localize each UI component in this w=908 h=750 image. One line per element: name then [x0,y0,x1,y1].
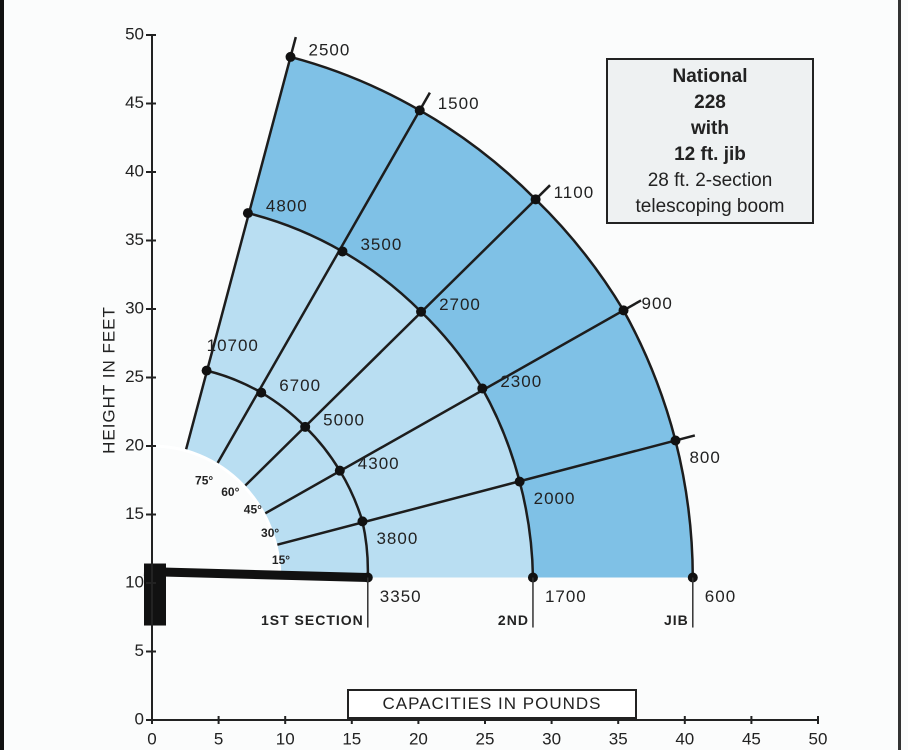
capacity-label: 900 [642,294,673,313]
capacity-label: 3500 [360,235,402,254]
inner-arc [151,444,282,578]
section-area [152,213,533,578]
capacity-point [670,435,681,446]
ray [184,36,298,451]
y-tick-label: 35 [125,230,144,249]
info-box: National 228 with 12 ft. jib 28 ft. 2-se… [606,58,814,224]
capacity-point [201,365,212,376]
capacity-label: 1700 [545,587,587,606]
x-tick-label: 30 [542,729,561,748]
info-line: 28 ft. 2-section [647,170,773,191]
x-tick-label: 35 [609,729,628,748]
x-tick-label: 25 [476,729,495,748]
frame-right [898,0,901,750]
frame-left [0,0,4,750]
capacity-label: 4300 [358,454,400,473]
capacity-point [337,246,348,257]
ray [275,434,696,547]
ray [215,92,431,465]
y-tick-label: 50 [125,24,144,43]
capacity-label: 10700 [207,336,259,355]
ray [243,184,551,488]
capacity-point [334,465,345,476]
info-line: National [672,66,748,87]
capacity-point [300,421,311,432]
capacity-label: 1100 [554,183,595,202]
section-label: 1ST SECTION [261,612,364,628]
capacity-label: 2700 [439,295,481,314]
angle-label: 30° [261,526,279,540]
capacity-label: 4800 [266,197,308,216]
angle-label: 75° [195,474,213,488]
y-tick-label: 30 [125,298,144,317]
inner-clear [152,446,280,578]
capacity-label: 2000 [534,489,576,508]
y-axis-label: HEIGHT IN FEET [99,306,118,454]
capacity-point [242,208,253,219]
capacity-label: 3800 [376,529,418,548]
section-label: JIB [664,612,689,628]
capacity-label: 1500 [438,94,480,113]
ray [263,299,642,516]
x-tick-label: 20 [409,729,428,748]
capacity-point [514,476,525,487]
x-tick-label: 50 [809,729,828,748]
capacity-point [285,51,296,62]
x-axis-label: CAPACITIES IN POUNDS [347,689,637,719]
capacity-label: 800 [689,448,720,467]
x-tick-label: 15 [342,729,361,748]
y-tick-label: 45 [125,93,144,112]
y-tick-label: 40 [125,161,144,180]
y-tick-label: 15 [125,504,144,523]
capacity-label: 600 [705,587,736,606]
capacity-arc [290,55,695,578]
capacity-point [357,516,368,527]
capacity-point [477,383,488,394]
x-tick-label: 40 [675,729,694,748]
capacity-label: 5000 [323,410,365,429]
capacity-point [256,387,267,398]
capacity-point [416,306,427,317]
capacity-point [530,194,541,205]
angle-label: 45° [244,503,262,517]
info-line: telescoping boom [635,196,785,217]
capacity-label: 2300 [500,372,542,391]
y-tick-label: 20 [125,435,144,454]
boom [143,567,368,583]
capacity-label: 6700 [279,376,321,395]
section-label: 2ND [498,612,529,628]
capacity-point [414,105,425,116]
x-tick-label: 5 [214,729,223,748]
x-tick-label: 45 [742,729,761,748]
boom-base [144,563,166,626]
capacity-label: 2500 [309,40,351,59]
y-tick-label: 5 [135,641,144,660]
y-tick-label: 25 [125,367,144,386]
info-line: 12 ft. jib [674,144,746,165]
y-tick-label: 0 [135,709,144,728]
capacity-label: 3350 [380,587,422,606]
x-tick-label: 0 [147,729,156,748]
capacity-point [618,305,629,316]
angle-label: 60° [221,485,239,499]
angle-label: 15° [272,553,290,567]
y-tick-label: 10 [125,572,144,591]
x-tick-label: 10 [276,729,295,748]
info-line: with [691,118,729,139]
info-line: 228 [694,92,726,113]
